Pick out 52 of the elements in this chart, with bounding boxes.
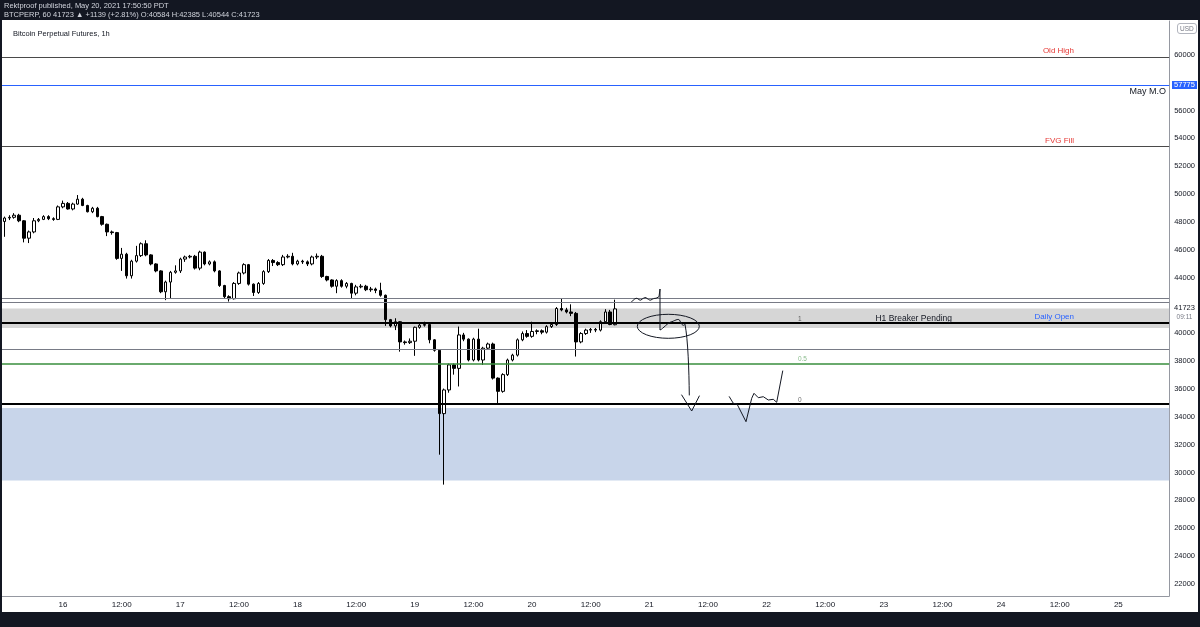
candlestick xyxy=(3,216,6,238)
x-tick-label: 12:00 xyxy=(463,599,484,609)
candlestick xyxy=(252,282,255,297)
x-tick-label: 12:00 xyxy=(932,599,954,609)
candlestick xyxy=(47,214,50,221)
x-tick-label: 12:00 xyxy=(815,599,836,609)
candlestick xyxy=(169,270,172,299)
x-tick-label: 12:00 xyxy=(1049,599,1071,609)
candlestick xyxy=(218,269,221,288)
x-tick-label: 19 xyxy=(410,599,420,609)
candlestick xyxy=(42,214,45,221)
candlestick xyxy=(262,269,265,286)
candlestick xyxy=(472,337,475,362)
x-tick-label: 12:00 xyxy=(111,599,133,609)
candlestick xyxy=(433,338,436,353)
ref-line-label: May M.O xyxy=(1129,86,1166,98)
x-tick-label: 23 xyxy=(879,599,889,609)
ref-line-label: FVG Fill xyxy=(1045,135,1074,146)
candlestick xyxy=(257,281,260,295)
x-tick-label: 22 xyxy=(762,599,772,609)
x-tick-label: 20 xyxy=(527,599,538,609)
x-tick-label: 12:00 xyxy=(228,599,250,609)
candlestick xyxy=(467,337,470,362)
x-tick-label: 12:00 xyxy=(580,599,602,609)
candlestick xyxy=(91,206,94,214)
x-tick-label: 16 xyxy=(58,599,69,609)
x-tick-label: 21 xyxy=(644,599,655,609)
ref-line-label: Old High xyxy=(1042,46,1074,57)
candlestick xyxy=(560,298,563,312)
x-tick-label: 24 xyxy=(996,599,1007,609)
band-label: H1 Breaker Pending xyxy=(875,312,952,323)
candlestick xyxy=(213,259,216,273)
candlestick xyxy=(81,197,84,207)
candlestick xyxy=(379,282,382,298)
candlestick xyxy=(130,259,133,280)
candlestick xyxy=(301,259,304,265)
x-tick-label: 12:00 xyxy=(697,599,719,609)
candlestick xyxy=(174,264,177,275)
x-tick-label: 17 xyxy=(175,599,186,609)
x-tick-label: 18 xyxy=(293,599,303,609)
candlestick xyxy=(511,353,514,362)
candlestick xyxy=(516,337,519,358)
ref-line-label: Daily Open xyxy=(1034,312,1074,323)
candlestick xyxy=(345,281,348,289)
candlestick xyxy=(296,259,299,266)
candlestick xyxy=(208,259,211,266)
candlestick xyxy=(125,252,128,280)
x-tick-label: 25 xyxy=(1113,599,1124,609)
candlestick xyxy=(86,204,89,213)
candlestick xyxy=(594,327,597,333)
candlestick xyxy=(340,278,343,289)
x-tick-label: 12:00 xyxy=(346,599,367,609)
